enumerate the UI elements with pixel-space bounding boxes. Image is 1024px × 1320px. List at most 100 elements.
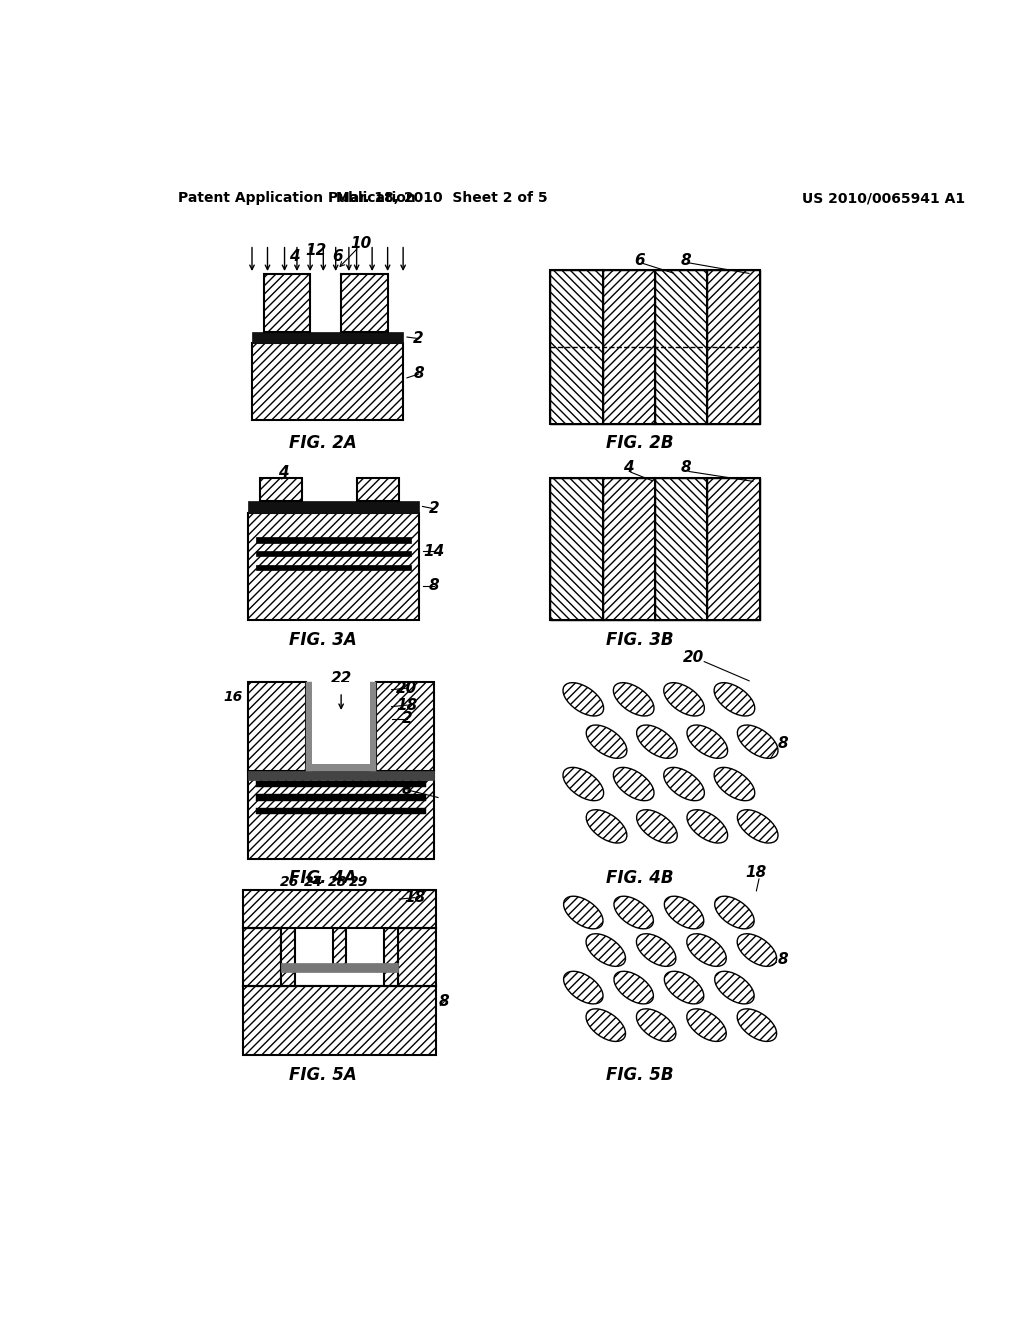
Ellipse shape <box>637 1008 676 1041</box>
Bar <box>256 795 426 800</box>
Text: FIG. 5A: FIG. 5A <box>290 1065 357 1084</box>
Text: 10: 10 <box>350 235 371 251</box>
Text: 6: 6 <box>332 248 343 264</box>
Ellipse shape <box>637 809 677 843</box>
Text: 6: 6 <box>634 252 645 268</box>
Text: 2: 2 <box>401 711 413 726</box>
Ellipse shape <box>614 896 653 929</box>
Bar <box>306 682 312 771</box>
Bar <box>256 780 426 787</box>
Text: 4: 4 <box>623 461 633 475</box>
Bar <box>603 478 655 620</box>
Ellipse shape <box>664 767 705 801</box>
Bar <box>248 502 419 512</box>
Text: 26: 26 <box>280 875 299 890</box>
Bar <box>550 478 760 620</box>
Bar <box>260 478 302 502</box>
Bar <box>256 565 411 570</box>
Ellipse shape <box>714 682 755 715</box>
Ellipse shape <box>687 725 728 758</box>
Ellipse shape <box>687 809 728 843</box>
Bar <box>256 537 411 543</box>
Ellipse shape <box>613 767 654 801</box>
Bar <box>306 764 376 771</box>
Text: FIG. 2A: FIG. 2A <box>290 434 357 453</box>
Bar <box>356 478 399 502</box>
Bar <box>256 552 411 557</box>
Bar <box>655 478 708 620</box>
Bar <box>243 986 436 1056</box>
Bar <box>243 928 282 986</box>
Text: 8: 8 <box>777 737 788 751</box>
Bar <box>263 275 310 331</box>
Ellipse shape <box>586 725 627 758</box>
Ellipse shape <box>563 972 603 1005</box>
Ellipse shape <box>737 933 776 966</box>
Ellipse shape <box>563 896 603 929</box>
Text: 22: 22 <box>331 671 352 685</box>
Text: Mar. 18, 2010  Sheet 2 of 5: Mar. 18, 2010 Sheet 2 of 5 <box>336 191 548 206</box>
Bar <box>376 682 434 771</box>
Bar <box>248 682 306 771</box>
Bar <box>312 682 370 764</box>
Bar <box>282 928 295 986</box>
Text: FIG. 4A: FIG. 4A <box>290 870 357 887</box>
Text: 16: 16 <box>223 690 243 705</box>
Text: 18: 18 <box>396 697 418 713</box>
Text: FIG. 5B: FIG. 5B <box>606 1065 673 1084</box>
Ellipse shape <box>665 972 703 1005</box>
Ellipse shape <box>563 682 603 715</box>
Text: 18: 18 <box>404 890 425 906</box>
Ellipse shape <box>715 896 754 929</box>
Bar <box>550 478 603 620</box>
Ellipse shape <box>665 896 703 929</box>
Bar <box>603 271 655 424</box>
Bar <box>282 964 397 973</box>
Text: FIG. 2B: FIG. 2B <box>606 434 673 453</box>
Ellipse shape <box>737 1008 776 1041</box>
Text: 8: 8 <box>429 578 439 593</box>
Text: 4: 4 <box>290 248 300 264</box>
Text: 8: 8 <box>777 952 788 966</box>
Text: 20: 20 <box>396 681 418 696</box>
Bar <box>248 512 419 620</box>
Ellipse shape <box>664 682 705 715</box>
Text: 24: 24 <box>304 875 324 890</box>
Text: FIG. 3A: FIG. 3A <box>290 631 357 648</box>
Bar <box>708 271 760 424</box>
Text: US 2010/0065941 A1: US 2010/0065941 A1 <box>802 191 966 206</box>
Ellipse shape <box>613 682 654 715</box>
Ellipse shape <box>715 972 754 1005</box>
Text: Patent Application Publication: Patent Application Publication <box>178 191 416 206</box>
Text: 2: 2 <box>414 331 424 346</box>
Ellipse shape <box>614 972 653 1005</box>
Ellipse shape <box>714 767 755 801</box>
Ellipse shape <box>637 725 677 758</box>
Text: 28: 28 <box>328 875 347 890</box>
Bar <box>248 771 434 859</box>
Bar <box>252 343 403 420</box>
Ellipse shape <box>687 1008 726 1041</box>
Ellipse shape <box>737 809 778 843</box>
Text: 2: 2 <box>429 502 439 516</box>
Bar <box>256 808 426 814</box>
Bar <box>252 331 403 343</box>
Ellipse shape <box>637 933 676 966</box>
Bar <box>550 271 603 424</box>
Bar <box>370 682 376 771</box>
Bar <box>384 928 397 986</box>
Text: 20: 20 <box>683 649 705 665</box>
Bar <box>248 771 434 780</box>
Text: 8: 8 <box>681 461 691 475</box>
Bar <box>655 271 708 424</box>
Bar <box>550 271 760 424</box>
Text: 4: 4 <box>278 465 289 480</box>
Text: 8: 8 <box>414 367 424 381</box>
Ellipse shape <box>737 725 778 758</box>
Bar <box>708 478 760 620</box>
Text: FIG. 4B: FIG. 4B <box>606 870 673 887</box>
Bar <box>341 275 388 331</box>
Ellipse shape <box>687 933 726 966</box>
Ellipse shape <box>586 1008 626 1041</box>
Text: 8: 8 <box>681 252 691 268</box>
